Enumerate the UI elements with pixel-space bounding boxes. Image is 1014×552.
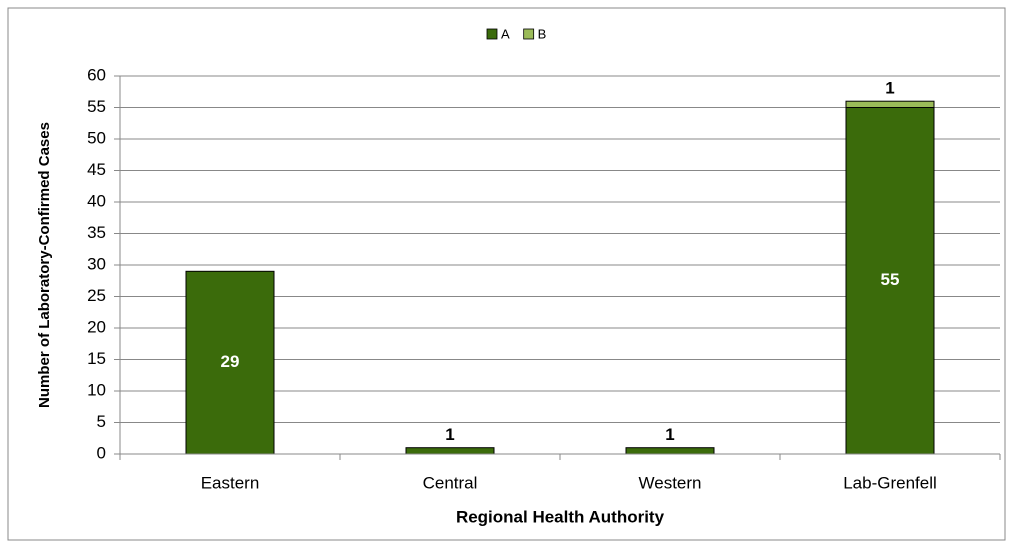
data-label: 29 bbox=[221, 352, 240, 371]
chart-frame bbox=[7, 7, 1006, 541]
y-tick-label: 45 bbox=[87, 160, 106, 179]
x-tick-label: Eastern bbox=[201, 473, 260, 492]
bar-segment bbox=[845, 100, 935, 108]
x-tick-label: Central bbox=[423, 473, 478, 492]
legend-swatch bbox=[523, 28, 535, 40]
x-axis-title: Regional Health Authority bbox=[456, 507, 665, 526]
x-tick-label: Lab-Grenfell bbox=[843, 473, 937, 492]
y-tick-label: 10 bbox=[87, 380, 106, 399]
y-tick-label: 20 bbox=[87, 317, 106, 336]
legend-label: A bbox=[501, 26, 510, 41]
y-tick-label: 5 bbox=[97, 412, 106, 431]
y-tick-label: 35 bbox=[87, 223, 106, 242]
y-tick-label: 40 bbox=[87, 191, 106, 210]
data-label: 1 bbox=[885, 79, 894, 98]
y-axis-title: Number of Laboratory-Confirmed Cases bbox=[36, 122, 53, 408]
y-tick-label: 0 bbox=[97, 443, 106, 462]
data-label: 1 bbox=[665, 425, 674, 444]
y-tick-label: 15 bbox=[87, 349, 106, 368]
x-tick-label: Western bbox=[639, 473, 702, 492]
data-label: 1 bbox=[445, 425, 454, 444]
bar-segment bbox=[405, 447, 495, 455]
y-tick-label: 25 bbox=[87, 286, 106, 305]
data-label: 55 bbox=[881, 270, 900, 289]
bar-segment bbox=[625, 447, 715, 455]
bar-segment bbox=[185, 270, 275, 455]
legend-label: B bbox=[538, 26, 547, 41]
y-tick-label: 60 bbox=[87, 65, 106, 84]
y-tick-label: 55 bbox=[87, 97, 106, 116]
legend-swatch bbox=[486, 28, 498, 40]
y-tick-label: 30 bbox=[87, 254, 106, 273]
y-tick-label: 50 bbox=[87, 128, 106, 147]
